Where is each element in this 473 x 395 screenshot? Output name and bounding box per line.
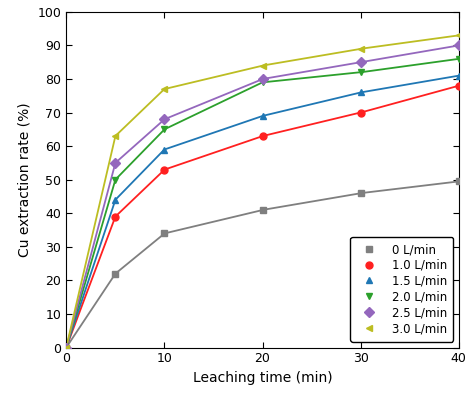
Y-axis label: Cu extraction rate (%): Cu extraction rate (%) <box>18 102 32 257</box>
1.5 L/min <box>456 73 462 78</box>
Line: 1.0 L/min: 1.0 L/min <box>63 82 462 351</box>
0 L/min <box>358 191 364 196</box>
3.0 L/min <box>358 47 364 51</box>
0 L/min <box>63 345 69 350</box>
X-axis label: Leaching time (min): Leaching time (min) <box>193 371 333 385</box>
Line: 2.5 L/min: 2.5 L/min <box>63 42 462 351</box>
2.5 L/min <box>63 345 69 350</box>
0 L/min <box>456 179 462 184</box>
Legend: 0 L/min, 1.0 L/min, 1.5 L/min, 2.0 L/min, 2.5 L/min, 3.0 L/min: 0 L/min, 1.0 L/min, 1.5 L/min, 2.0 L/min… <box>350 237 453 342</box>
0 L/min <box>260 208 265 213</box>
3.0 L/min <box>63 345 69 350</box>
1.0 L/min <box>260 134 265 138</box>
0 L/min <box>113 271 118 276</box>
2.0 L/min <box>63 345 69 350</box>
2.0 L/min <box>358 70 364 75</box>
Line: 1.5 L/min: 1.5 L/min <box>63 72 462 351</box>
1.5 L/min <box>260 114 265 118</box>
0 L/min <box>162 231 167 236</box>
2.5 L/min <box>358 60 364 65</box>
Line: 0 L/min: 0 L/min <box>63 178 462 351</box>
1.5 L/min <box>63 345 69 350</box>
1.0 L/min <box>113 214 118 219</box>
Line: 3.0 L/min: 3.0 L/min <box>63 32 462 351</box>
Line: 2.0 L/min: 2.0 L/min <box>63 55 462 351</box>
1.5 L/min <box>113 198 118 202</box>
2.0 L/min <box>113 177 118 182</box>
3.0 L/min <box>456 33 462 38</box>
1.0 L/min <box>358 110 364 115</box>
1.0 L/min <box>456 83 462 88</box>
2.0 L/min <box>260 80 265 85</box>
1.0 L/min <box>162 167 167 172</box>
1.0 L/min <box>63 345 69 350</box>
2.0 L/min <box>456 56 462 61</box>
2.5 L/min <box>260 77 265 81</box>
2.5 L/min <box>162 117 167 122</box>
3.0 L/min <box>260 63 265 68</box>
1.5 L/min <box>162 147 167 152</box>
1.5 L/min <box>358 90 364 95</box>
2.5 L/min <box>456 43 462 48</box>
2.5 L/min <box>113 160 118 165</box>
3.0 L/min <box>113 134 118 138</box>
2.0 L/min <box>162 127 167 132</box>
3.0 L/min <box>162 87 167 92</box>
